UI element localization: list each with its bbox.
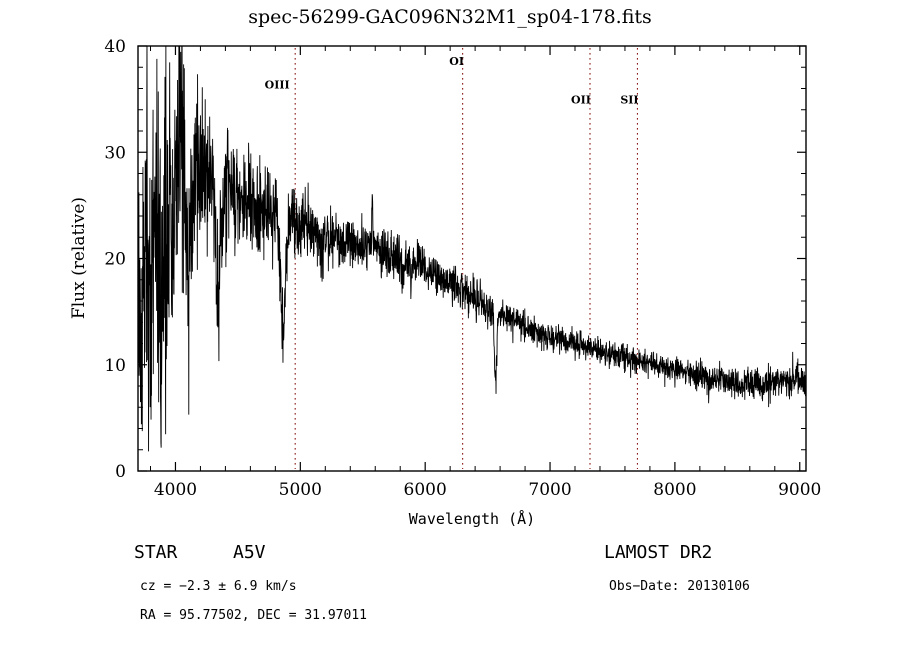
x-tick-label: 5000 [279,480,322,500]
plot-axes: 4000 5000 6000 7000 8000 9000 0 10 20 30 40 [104,37,821,500]
spectrum-trace [138,46,806,452]
y-axis-label: Flux (relative) [69,197,89,319]
y-tick-label: 30 [104,143,126,163]
footer-survey: LAMOST DR2 [604,542,712,563]
footer-object-type: STAR [134,542,178,563]
footer-spectral-class: A5V [233,542,266,563]
x-tick-label: 6000 [404,480,447,500]
footer-obs-date: Obs−Date: 20130106 [609,579,750,594]
spectrum-trace-group [138,46,806,452]
y-tick-label: 10 [104,356,126,376]
emission-line-label: SII [620,93,638,106]
x-tick-label: 9000 [778,480,821,500]
emission-line-label: OI [449,55,464,68]
x-tick-label: 4000 [154,480,197,500]
emission-line-label: OIII [265,79,290,92]
emission-line-label: OII [571,93,591,106]
footer-radial-velocity: cz = −2.3 ± 6.9 km/s [140,579,297,594]
emission-line-markers: OIII OI OII SII [265,48,639,469]
x-tick-label: 8000 [653,480,696,500]
y-tick-label: 40 [104,37,126,57]
y-tick-label: 0 [115,462,126,482]
page-title: spec-56299-GAC096N32M1_sp04-178.fits [248,6,652,28]
y-tick-label: 20 [104,250,126,270]
footer-coordinates: RA = 95.77502, DEC = 31.97011 [140,608,367,623]
x-axis-label: Wavelength (Å) [409,509,535,528]
x-tick-label: 7000 [528,480,571,500]
